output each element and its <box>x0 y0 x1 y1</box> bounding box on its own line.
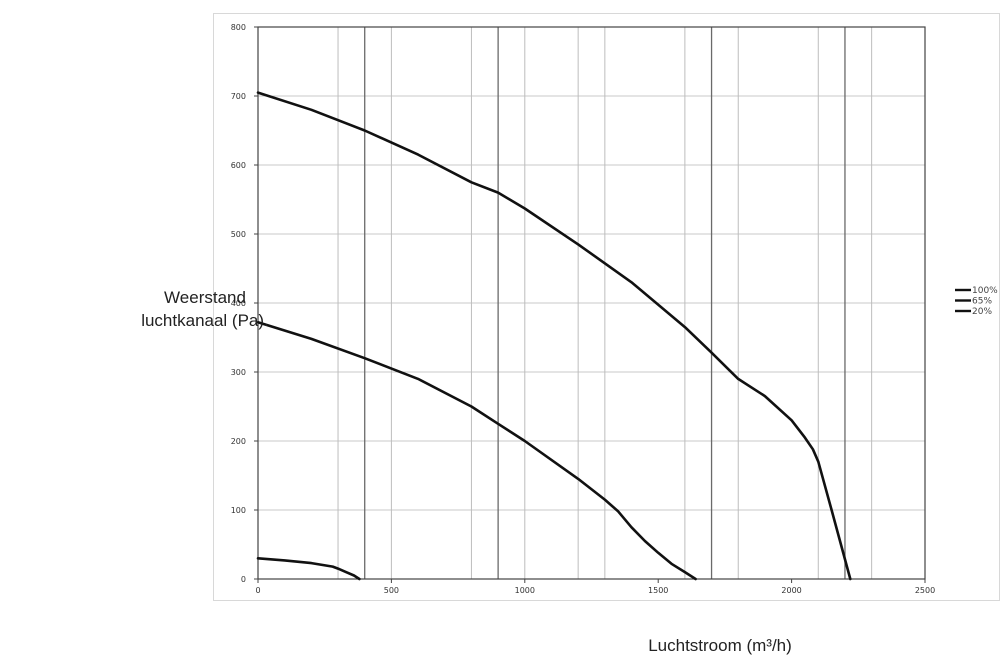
legend-label: 20% <box>972 307 992 317</box>
y-tick-label: 800 <box>231 23 246 32</box>
y-axis-label-line-2: luchtkanaal (Pa). <box>141 311 269 330</box>
chart-frame <box>213 13 1000 601</box>
x-tick-label: 2000 <box>781 586 801 595</box>
y-tick-label: 600 <box>231 161 246 170</box>
series-line-100pct <box>256 91 852 581</box>
legend-label: 65% <box>972 297 992 307</box>
x-axis-label: Luchtstroom (m³/h) <box>648 636 792 655</box>
y-tick-label: 0 <box>241 575 246 584</box>
x-tick-label: 0 <box>255 586 260 595</box>
y-tick-label: 500 <box>231 230 246 239</box>
y-tick-label: 300 <box>231 368 246 377</box>
x-tick-label: 500 <box>384 586 399 595</box>
series-line-65pct <box>256 321 697 581</box>
x-tick-label: 1000 <box>515 586 535 595</box>
y-tick-label: 100 <box>231 506 246 515</box>
legend-label: 100% <box>972 286 998 296</box>
x-tick-label: 2500 <box>915 586 935 595</box>
y-tick-label: 200 <box>231 437 246 446</box>
y-tick-label: 700 <box>231 92 246 101</box>
y-tick-label: 400 <box>231 299 246 308</box>
y-axis-label-line-1: Weerstand <box>164 288 246 307</box>
x-tick-label: 1500 <box>648 586 668 595</box>
series-line-20pct <box>256 557 361 581</box>
